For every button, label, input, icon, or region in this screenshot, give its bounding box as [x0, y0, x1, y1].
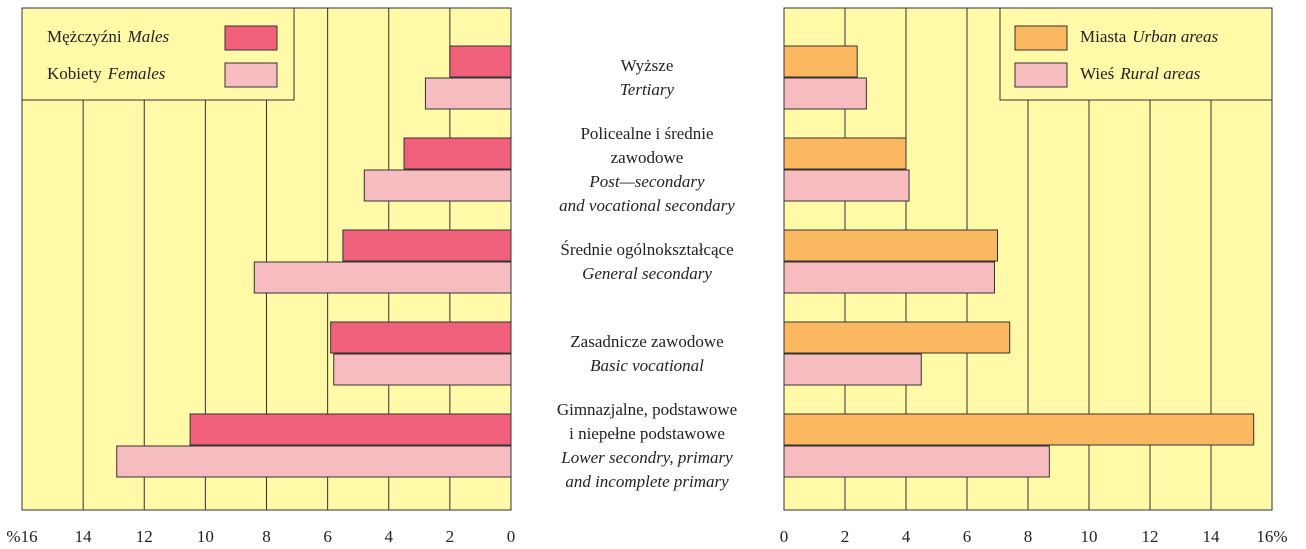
bar — [783, 321, 1011, 354]
bar — [363, 169, 512, 202]
legend-label-en: Rural areas — [1119, 64, 1201, 83]
bar — [783, 445, 1050, 478]
x-tick-label: 0 — [507, 527, 516, 546]
x-tick-label: 2 — [841, 527, 850, 546]
bar — [403, 137, 512, 170]
category-label: Wyższe — [621, 56, 674, 75]
bar — [783, 77, 867, 110]
category-label: General secondary — [582, 264, 712, 283]
legend-swatch — [224, 62, 278, 88]
bar — [330, 321, 512, 354]
category-label: Średnie ogólnokształcące — [560, 240, 733, 259]
x-tick-label: 16% — [1256, 527, 1287, 546]
legend-label: Kobiety — [47, 64, 102, 83]
category-label: Policealne i średnie — [580, 124, 713, 143]
category-label: Zasadnicze zawodowe — [570, 332, 723, 351]
legend-label-en: Males — [127, 27, 170, 46]
bar — [783, 229, 998, 262]
bar — [333, 353, 512, 386]
category-label: Post—secondary — [588, 172, 705, 191]
bar — [783, 261, 995, 294]
x-tick-label: 4 — [902, 527, 911, 546]
bar — [342, 229, 512, 262]
bar — [253, 261, 512, 294]
x-tick-label: 10 — [197, 527, 214, 546]
legend-label: Wieś — [1080, 64, 1114, 83]
legend-swatch — [224, 25, 278, 51]
x-tick-label: 6 — [963, 527, 972, 546]
x-tick-label: 12 — [1142, 527, 1159, 546]
x-tick-label: 14 — [75, 527, 93, 546]
category-label: zawodowe — [611, 148, 684, 167]
category-label: Basic vocational — [590, 356, 704, 375]
category-label: and vocational secondary — [559, 196, 735, 215]
legend-swatch — [1014, 25, 1068, 51]
legend-label-en: Females — [107, 64, 166, 83]
category-label: Lower secondry, primary — [560, 448, 733, 467]
x-tick-label: 10 — [1081, 527, 1098, 546]
x-tick-label: 8 — [262, 527, 271, 546]
x-tick-label: 6 — [323, 527, 332, 546]
x-tick-label: 4 — [385, 527, 394, 546]
category-label: Gimnazjalne, podstawowe — [557, 400, 737, 419]
bar — [783, 137, 907, 170]
x-tick-label: %16 — [6, 527, 37, 546]
category-label: i niepełne podstawowe — [569, 424, 725, 443]
bar — [783, 169, 910, 202]
legend-label-en: Urban areas — [1132, 27, 1218, 46]
bar — [189, 413, 512, 446]
x-tick-label: 8 — [1024, 527, 1033, 546]
x-tick-label: 14 — [1203, 527, 1221, 546]
category-label: Tertiary — [620, 80, 675, 99]
x-tick-label: 0 — [780, 527, 789, 546]
category-label: and incomplete primary — [565, 472, 729, 491]
legend-label: Mężczyźni — [47, 27, 122, 46]
legend-swatch — [1014, 62, 1068, 88]
x-tick-label: 12 — [136, 527, 153, 546]
bar — [449, 45, 512, 78]
bar — [783, 353, 922, 386]
x-tick-label: 2 — [446, 527, 455, 546]
bar — [424, 77, 512, 110]
bar — [116, 445, 512, 478]
bar — [783, 45, 858, 78]
bar — [783, 413, 1255, 446]
legend-label: Miasta — [1080, 27, 1127, 46]
